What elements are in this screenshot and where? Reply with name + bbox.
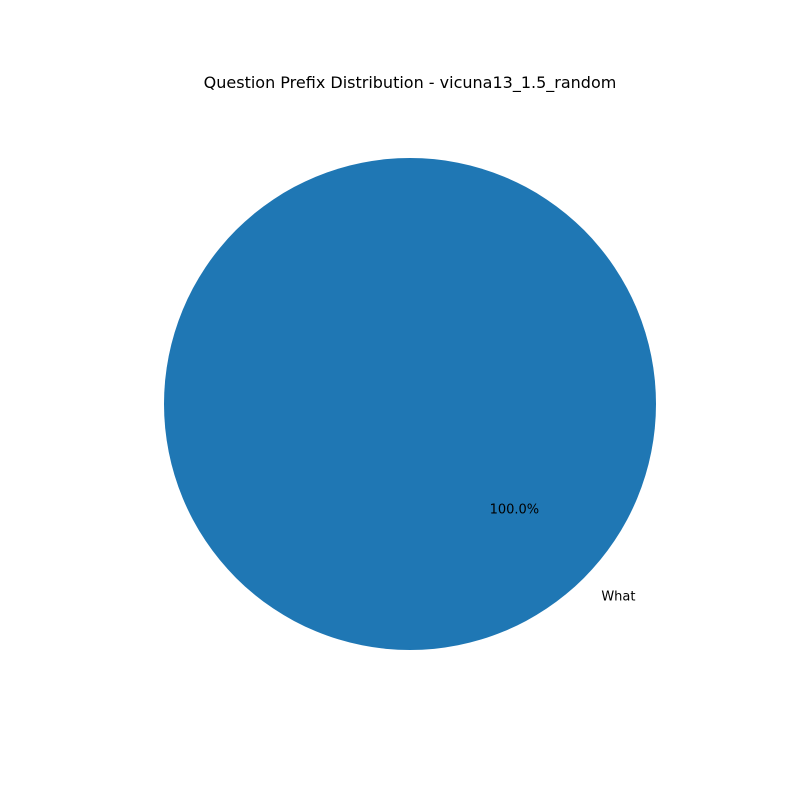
pie-slice-what — [164, 158, 656, 650]
slice-label-what: What — [601, 589, 635, 604]
chart-title: Question Prefix Distribution - vicuna13_… — [204, 73, 617, 93]
pie-plot-area: What 100.0% — [164, 158, 656, 650]
slice-percent-label-what: 100.0% — [490, 502, 540, 517]
